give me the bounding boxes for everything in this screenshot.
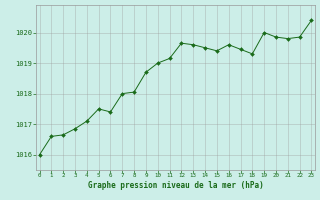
X-axis label: Graphe pression niveau de la mer (hPa): Graphe pression niveau de la mer (hPa) [88,181,263,190]
